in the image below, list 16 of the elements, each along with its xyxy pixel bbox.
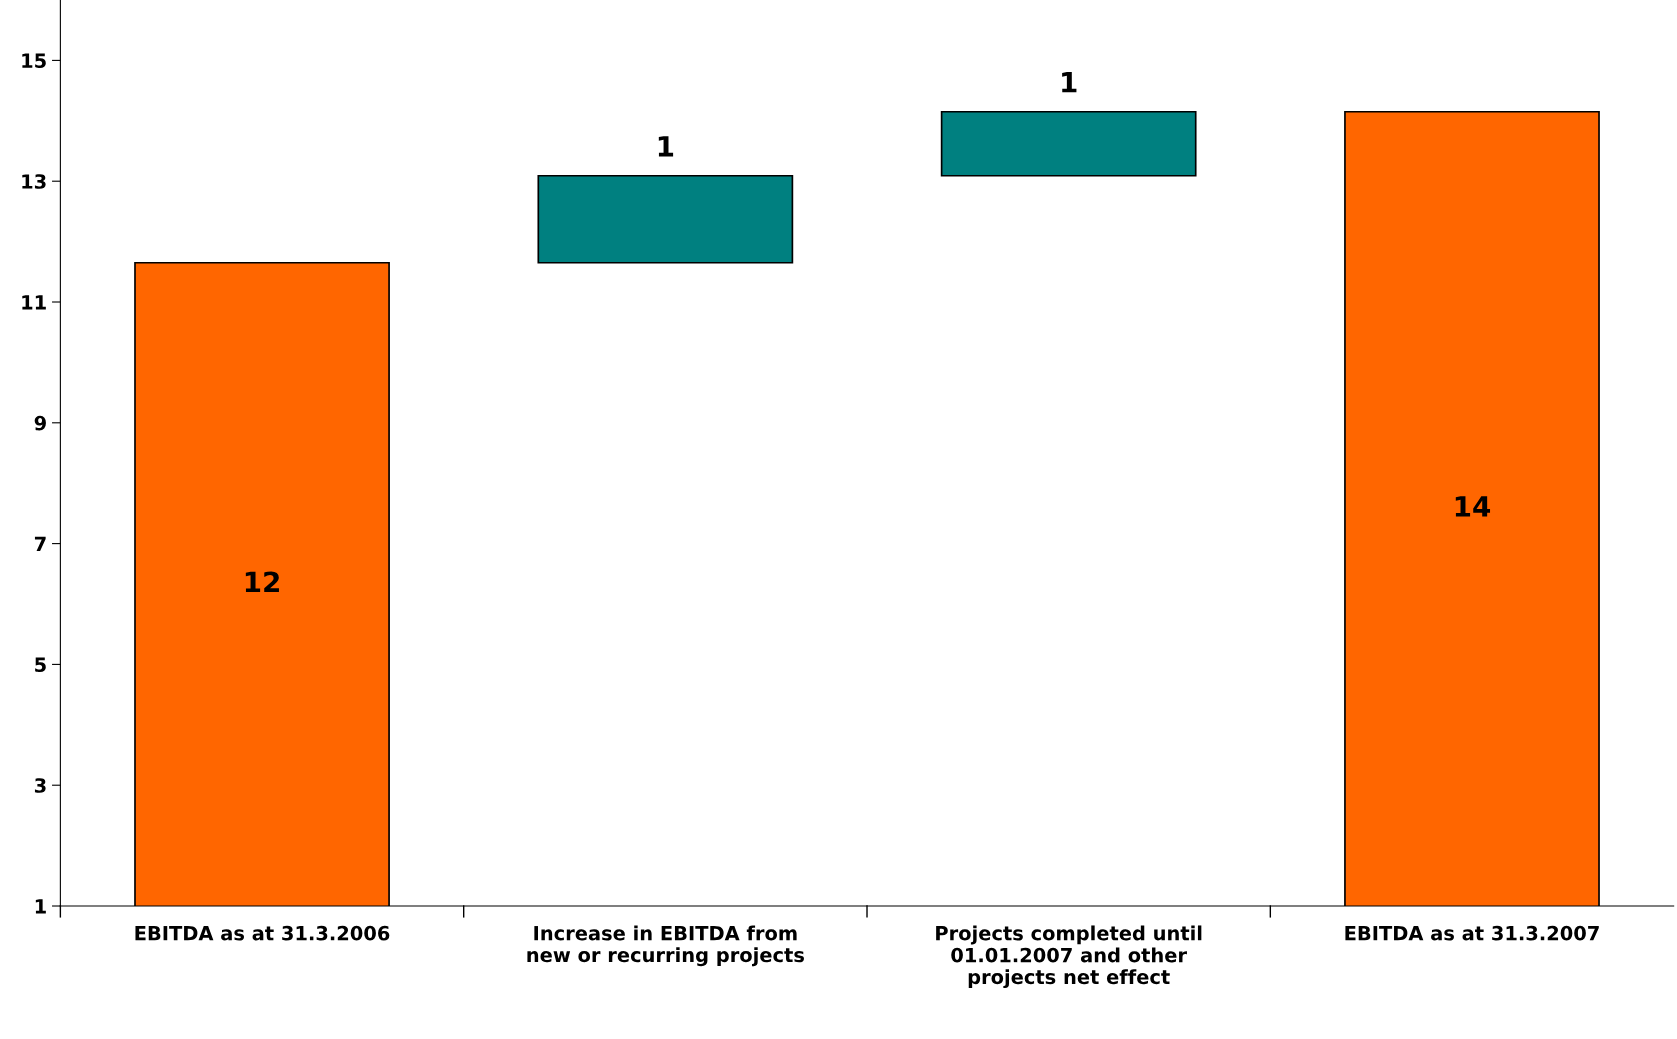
x-tick-label: EBITDA as at 31.3.2007 — [1345, 925, 1599, 941]
y-tick-label: 9 — [34, 415, 46, 431]
y-tick-label: 3 — [34, 778, 46, 793]
x-tick-label: Increase in EBITDA from new or recurring projects — [527, 925, 804, 967]
x-tick-label: Projects completed until 01.01.2007 and other projects net effect — [936, 925, 1202, 989]
y-tick-label: 13 — [22, 174, 46, 189]
y-tick-label: 11 — [22, 295, 46, 310]
data-label: 1 — [1062, 72, 1077, 93]
y-tick-label: 7 — [34, 536, 46, 551]
data-label: 12 — [245, 571, 279, 593]
data-label: 14 — [1455, 496, 1491, 517]
data-label: 1 — [658, 136, 674, 157]
y-tick-label: 5 — [35, 657, 46, 673]
x-tick-label: EBITDA as at 31.3.2006 — [135, 925, 390, 941]
y-tick-label: 15 — [22, 53, 46, 69]
y-tick-label: 1 — [35, 899, 46, 914]
